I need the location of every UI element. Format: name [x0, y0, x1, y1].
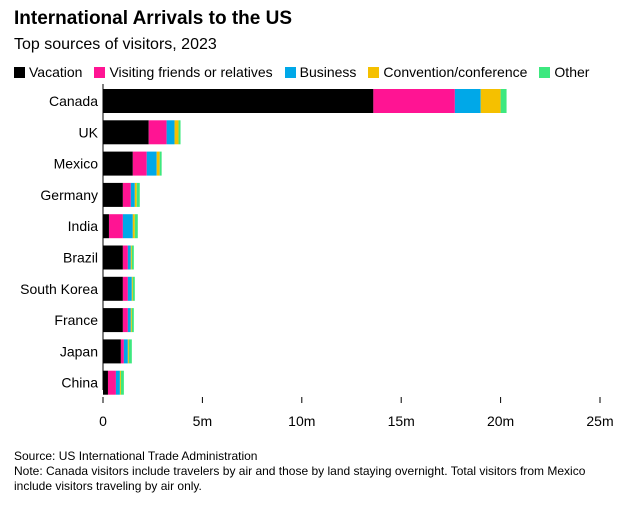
- bar-south-korea-business: [127, 276, 132, 301]
- bar-france-other: [131, 308, 134, 333]
- category-label-brazil: Brazil: [63, 250, 98, 266]
- bar-mexico-visiting-friends-or-relatives: [132, 151, 147, 176]
- legend-item-convention-conference: Convention/conference: [368, 64, 527, 80]
- bar-japan-vacation: [103, 339, 121, 364]
- legend-swatch-convention-conference: [368, 66, 380, 78]
- chart-title: International Arrivals to the US: [14, 8, 293, 29]
- bar-mexico-vacation: [103, 151, 133, 176]
- x-tick-label-25m: 25m: [586, 413, 613, 429]
- bar-canada-visiting-friends-or-relatives: [373, 89, 455, 113]
- bar-france-business: [127, 308, 131, 333]
- bar-france-vacation: [103, 308, 123, 333]
- footnote: Note: Canada visitors include travelers …: [14, 464, 586, 493]
- legend-swatch-vacation: [14, 66, 25, 78]
- legend-item-other: Other: [539, 64, 589, 80]
- chart-legend: Vacation Visiting friends or relatives Bus…: [14, 63, 589, 81]
- bar-china-other: [120, 370, 124, 395]
- bar-south-korea-convention-conference: [131, 276, 133, 301]
- legend-label-convention-conference: Convention/conference: [383, 64, 528, 80]
- category-label-india: India: [68, 218, 99, 234]
- bar-france-visiting-friends-or-relatives: [122, 308, 128, 333]
- bar-canada-convention-conference: [480, 89, 501, 113]
- x-tick-label-10m: 10m: [288, 413, 315, 429]
- bar-uk-business: [166, 120, 175, 145]
- legend-swatch-business: [284, 66, 296, 78]
- bar-germany-convention-conference: [134, 182, 137, 207]
- bar-brazil-convention-conference: [130, 245, 132, 270]
- bar-germany-business: [130, 182, 135, 207]
- legend-label-other: Other: [554, 64, 590, 80]
- bar-france-convention-conference: [130, 308, 132, 333]
- legend-item-business: Business: [284, 64, 357, 80]
- bar-india-vacation: [103, 214, 109, 239]
- category-label-france: France: [54, 312, 98, 328]
- legend-swatch-visiting-friends-or-relatives: [94, 66, 106, 78]
- bar-japan-business: [123, 339, 128, 364]
- x-tick-label-0: 0: [99, 413, 107, 429]
- x-tick-label-5m: 5m: [193, 413, 212, 429]
- bar-canada-other: [500, 89, 507, 113]
- bar-south-korea-visiting-friends-or-relatives: [122, 276, 128, 301]
- bar-india-visiting-friends-or-relatives: [108, 214, 123, 239]
- bar-uk-convention-conference: [174, 120, 179, 145]
- bar-brazil-business: [127, 245, 131, 270]
- legend-swatch-other: [539, 66, 551, 78]
- bar-uk-vacation: [103, 120, 149, 145]
- category-label-china: China: [61, 375, 98, 391]
- bar-china-visiting-friends-or-relatives: [107, 370, 116, 395]
- source-note: Source: US International Trade Administr…: [14, 449, 258, 463]
- legend-label-vacation: Vacation: [29, 64, 83, 80]
- category-label-mexico: Mexico: [54, 156, 99, 172]
- bar-uk-visiting-friends-or-relatives: [148, 120, 167, 145]
- bar-china-vacation: [103, 370, 108, 395]
- category-label-japan: Japan: [60, 343, 98, 359]
- bar-mexico-business: [146, 151, 157, 176]
- category-label-germany: Germany: [40, 187, 98, 203]
- bar-mexico-convention-conference: [156, 151, 160, 176]
- legend-item-visiting-friends-or-relatives: Visiting friends or relatives: [94, 64, 273, 80]
- bar-japan-convention-conference: [127, 339, 129, 364]
- x-tick-label-15m: 15m: [388, 413, 415, 429]
- bar-japan-other: [128, 339, 132, 364]
- chart-footer: Source: US International Trade Administr…: [14, 449, 614, 494]
- legend-label-business: Business: [299, 64, 357, 80]
- bar-japan-visiting-friends-or-relatives: [120, 339, 124, 364]
- bar-brazil-visiting-friends-or-relatives: [122, 245, 128, 270]
- bar-china-convention-conference: [119, 370, 121, 395]
- category-label-south-korea: South Korea: [20, 281, 98, 297]
- bar-canada-vacation: [103, 89, 374, 113]
- x-tick-label-20m: 20m: [487, 413, 514, 429]
- bar-germany-other: [136, 182, 140, 207]
- bar-south-korea-vacation: [103, 276, 123, 301]
- legend-item-vacation: Vacation: [14, 64, 82, 80]
- bar-canada-business: [454, 89, 481, 113]
- bar-china-business: [115, 370, 120, 395]
- bar-india-business: [122, 214, 133, 239]
- stacked-bar-chart: Canada UK Mexico Germany India Brazil South Ko…: [20, 84, 614, 429]
- bar-brazil-vacation: [103, 245, 123, 270]
- category-label-canada: Canada: [49, 93, 98, 109]
- bar-india-other: [134, 214, 138, 239]
- bar-uk-other: [178, 120, 181, 145]
- legend-label-visiting-friends-or-relatives: Visiting friends or relatives: [109, 64, 273, 80]
- bar-brazil-other: [131, 245, 134, 270]
- bar-germany-vacation: [103, 182, 123, 207]
- bar-south-korea-other: [132, 276, 135, 301]
- bar-india-convention-conference: [132, 214, 135, 239]
- chart-subtitle: Top sources of visitors, 2023: [14, 36, 217, 53]
- bar-germany-visiting-friends-or-relatives: [122, 182, 131, 207]
- category-label-uk: UK: [79, 124, 99, 140]
- bar-mexico-other: [159, 151, 162, 176]
